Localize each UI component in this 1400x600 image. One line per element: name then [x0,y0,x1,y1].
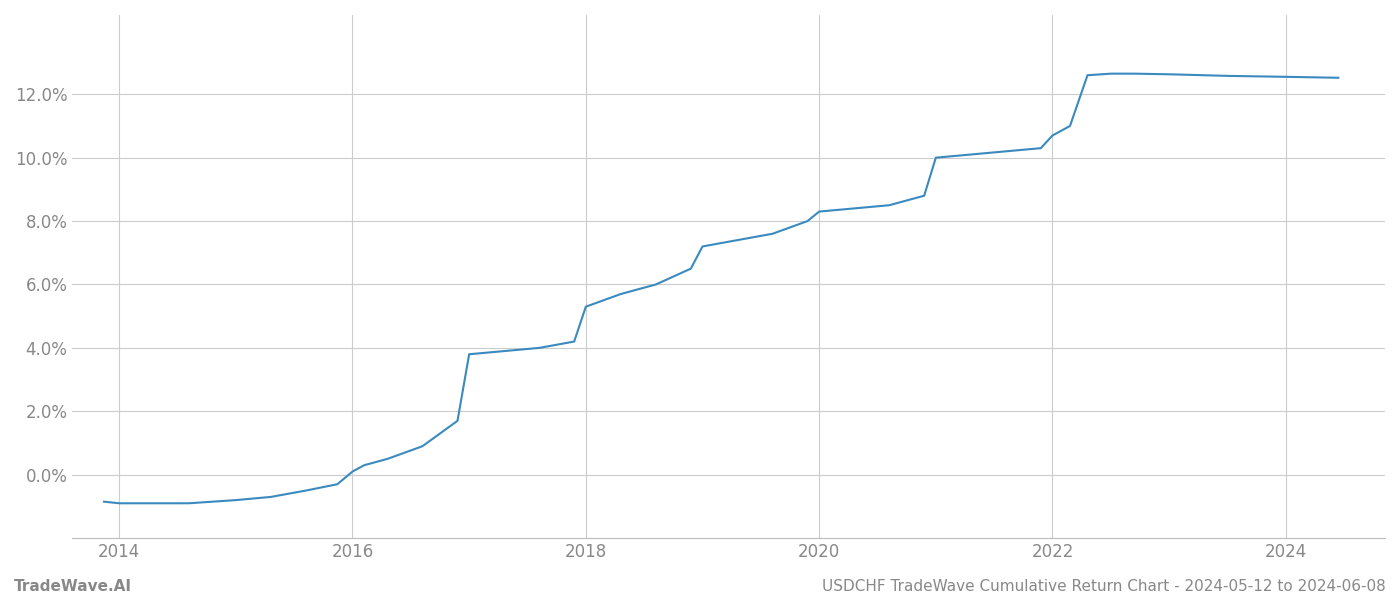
Text: TradeWave.AI: TradeWave.AI [14,579,132,594]
Text: USDCHF TradeWave Cumulative Return Chart - 2024-05-12 to 2024-06-08: USDCHF TradeWave Cumulative Return Chart… [822,579,1386,594]
